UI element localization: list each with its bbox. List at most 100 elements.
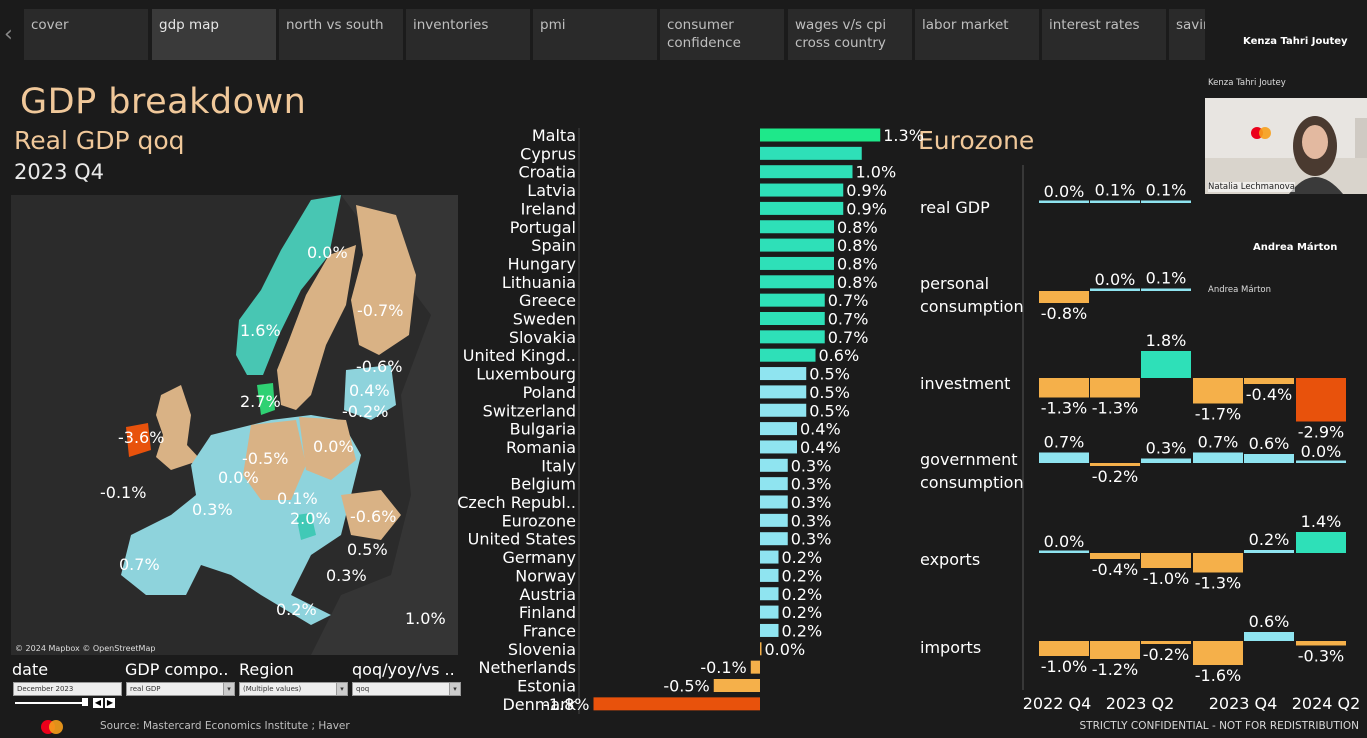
map-subtitle: Real GDP qoq: [14, 126, 185, 155]
bar-value-label: 0.3%: [791, 456, 832, 475]
bar-mark: [760, 312, 825, 325]
tab-inventories[interactable]: inventories: [406, 9, 530, 60]
bar-category-label: Netherlands: [478, 658, 576, 677]
map-label: -0.1%: [100, 483, 147, 502]
bar-value-label: 0.2%: [782, 548, 823, 567]
eurozone-bar: [1141, 288, 1191, 291]
bar-mark: [760, 238, 834, 252]
eurozone-value-label: 0.7%: [1044, 433, 1085, 452]
tab-gdp-map[interactable]: gdp map: [152, 9, 276, 60]
eurozone-bar: [1090, 378, 1140, 398]
map-label: -3.6%: [118, 428, 165, 447]
eurozone-bar: [1141, 641, 1191, 644]
date-slider-handle[interactable]: [82, 698, 88, 706]
participant-tile-label: Kenza Tahri Joutey: [1208, 78, 1286, 88]
map-label: 0.2%: [276, 600, 317, 619]
measure-select[interactable]: qoq ▾: [352, 682, 461, 696]
map-label: 2.0%: [290, 509, 331, 528]
row-label-real-gdp: real GDP: [920, 198, 990, 217]
bar-category-label: Norway: [515, 566, 576, 585]
bar-category-label: Portugal: [510, 218, 576, 237]
speaker-name: Natalia Lechmanova: [1208, 182, 1295, 192]
tab-labor-market[interactable]: labor market: [915, 9, 1039, 60]
tab-savings[interactable]: savin: [1169, 9, 1205, 60]
bar-value-label: 0.3%: [791, 475, 832, 494]
tab-consumer-confidence[interactable]: consumer confidence: [660, 9, 784, 60]
bar-category-label: Czech Republ..: [457, 493, 576, 512]
bar-value-label: -1.8%: [543, 695, 589, 714]
map-attribution[interactable]: © 2024 Mapbox © OpenStreetMap: [15, 644, 156, 653]
bar-value-label: 0.2%: [782, 621, 823, 640]
bar-value-label: 0.7%: [828, 328, 869, 347]
bar-mark: [760, 477, 788, 491]
measure-value: qoq: [356, 685, 370, 693]
bar-value-label: 0.3%: [791, 493, 832, 512]
map-shapes: [11, 195, 458, 655]
bar-value-label: 0.7%: [828, 291, 869, 310]
step-back-icon[interactable]: ◀: [93, 698, 103, 708]
page-title: GDP breakdown: [20, 82, 307, 122]
tab-north-vs-south[interactable]: north vs south: [279, 9, 403, 60]
chevron-down-icon: ▾: [449, 683, 460, 695]
eurozone-bar: [1296, 641, 1346, 646]
step-forward-icon[interactable]: ▶: [105, 698, 115, 708]
region-select[interactable]: (Multiple values) ▾: [239, 682, 348, 696]
eurozone-value-label: 0.7%: [1198, 433, 1239, 452]
bar-mark: [760, 403, 807, 417]
bar-mark: [760, 293, 825, 307]
bar-mark: [760, 623, 779, 637]
eurozone-bar: [1193, 378, 1243, 404]
map-label: -0.6%: [350, 507, 397, 526]
speaker-image: [1205, 98, 1367, 194]
bar-value-label: 0.0%: [765, 640, 806, 659]
map-label: 0.7%: [119, 555, 160, 574]
chevron-down-icon: ▾: [336, 683, 347, 695]
eurozone-value-label: -1.3%: [1092, 399, 1138, 418]
date-slider-track[interactable]: [15, 702, 85, 704]
bar-value-label: 0.5%: [809, 383, 850, 402]
bar-category-label: Sweden: [513, 310, 576, 329]
eurozone-bar: [1193, 553, 1243, 573]
speaker-video[interactable]: Natalia Lechmanova: [1205, 98, 1367, 194]
tab-cover[interactable]: cover: [24, 9, 148, 60]
map-label: 1.6%: [240, 321, 281, 340]
filter-label-gdp-component: GDP compo..: [125, 660, 229, 679]
eurozone-bar: [1090, 641, 1140, 659]
source-note: Source: Mastercard Economics Institute ;…: [100, 720, 350, 732]
map-label: 0.5%: [347, 540, 388, 559]
bar-mark: [760, 458, 788, 472]
bar-category-label: Germany: [502, 548, 576, 567]
tab-wages-vs-cpi[interactable]: wages v/s cpi cross country: [788, 9, 912, 60]
eurozone-bar: [1090, 288, 1140, 291]
bar-value-label: 0.6%: [819, 346, 860, 365]
chevron-left-icon[interactable]: ‹: [4, 22, 13, 47]
bar-category-label: Denmark: [502, 695, 576, 714]
eurozone-value-label: 0.1%: [1146, 181, 1187, 200]
tab-pmi[interactable]: pmi: [533, 9, 657, 60]
eurozone-tick-label: 2024 Q2: [1292, 694, 1361, 713]
gdp-component-select[interactable]: real GDP ▾: [126, 682, 235, 696]
eurozone-value-label: 0.0%: [1095, 270, 1136, 289]
row-label-personal-consumption: personal consumption: [920, 274, 1024, 316]
europe-map[interactable]: 0.0% -0.7% 1.6% -0.6% 0.4% -0.2% 2.7% -3…: [11, 195, 458, 655]
eurozone-bar: [1296, 460, 1346, 463]
tab-interest-rates[interactable]: interest rates: [1042, 9, 1166, 60]
bar-value-label: 0.8%: [837, 273, 878, 292]
map-label: -0.5%: [242, 449, 289, 468]
bar-category-label: Hungary: [508, 254, 576, 273]
bar-mark: [760, 550, 779, 564]
eurozone-bar: [1244, 454, 1294, 463]
eurozone-bar: [1090, 553, 1140, 559]
map-label: 0.0%: [313, 437, 354, 456]
map-label: 0.0%: [307, 243, 348, 262]
eurozone-bar: [1090, 200, 1140, 203]
bar-mark: [760, 275, 834, 289]
eurozone-value-label: -1.0%: [1041, 657, 1087, 676]
eurozone-value-label: 1.8%: [1146, 331, 1187, 350]
bar-mark: [760, 165, 853, 179]
bar-value-label: 0.3%: [791, 511, 832, 530]
date-select[interactable]: December 2023: [13, 682, 122, 696]
map-label: 0.0%: [218, 468, 259, 487]
bar-mark: [760, 183, 844, 197]
row-label-investment: investment: [920, 374, 1011, 393]
